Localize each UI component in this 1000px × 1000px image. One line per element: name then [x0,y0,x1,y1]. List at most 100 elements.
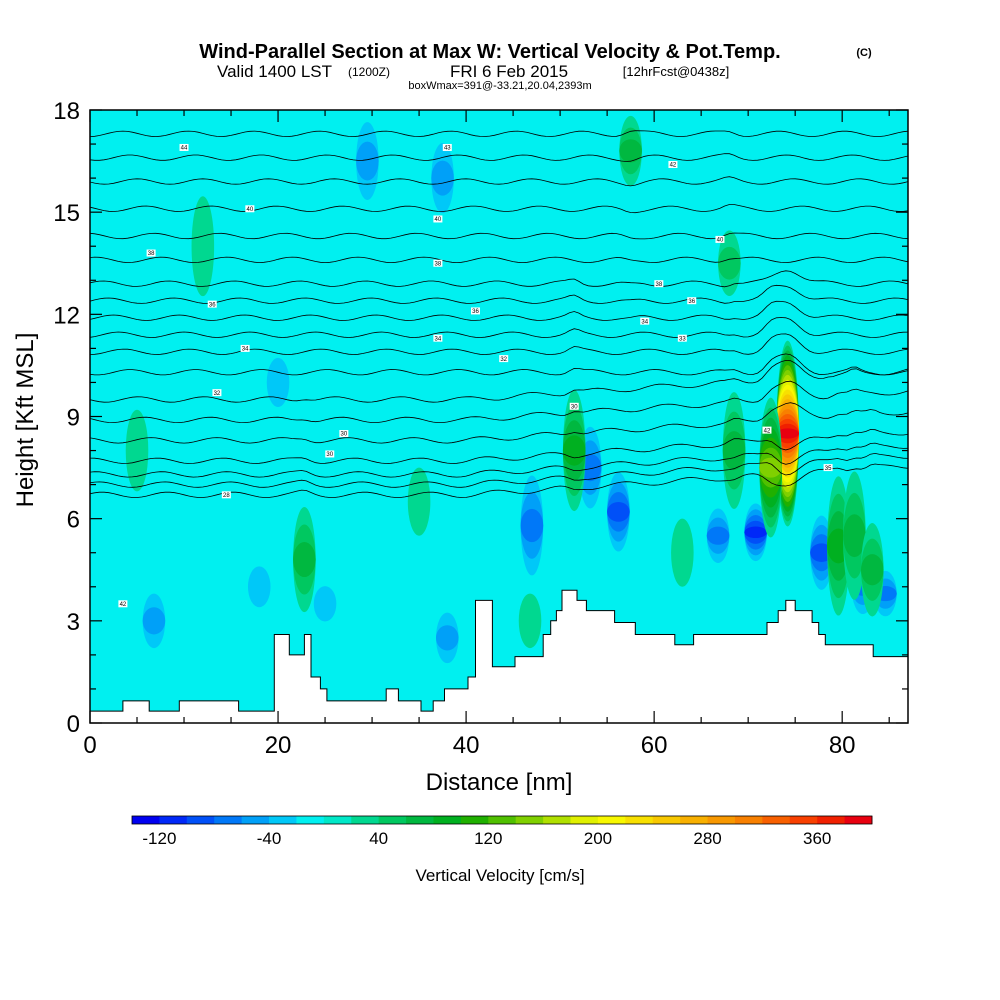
colorbar-swatch [844,816,873,824]
x-tick-label: 80 [829,732,856,759]
colorbar-tick-label: -120 [142,829,176,848]
colorbar-swatch [323,816,352,824]
updraft-cell-11 [125,409,149,492]
downdraft-band [266,357,290,407]
isentrope-3 [90,429,908,464]
colorbar-swatch [597,816,626,824]
contour-label-9: 36 [207,300,217,308]
contour-label-5: 38 [146,249,156,257]
colorbar-swatch [241,816,270,824]
contour-label-15: 33 [677,334,687,342]
colorbar-tick-label: 280 [693,829,721,848]
terrain [89,589,909,724]
contour-label-box [212,389,222,397]
y-tick-label: 12 [53,302,80,329]
contour-label-0: 44 [179,143,189,152]
contour-label-4: 40 [433,215,443,223]
contour-label-text: 28 [223,493,230,499]
colorbar-tick-label: 40 [369,829,388,848]
isentrope-8 [90,333,908,355]
contour-label-box [654,280,664,288]
downdraft-cell-1 [706,499,730,573]
contour-label-10: 36 [470,307,480,315]
downdraft-band [313,586,337,622]
contour-label-box [677,334,687,342]
isentrope-1 [90,452,908,488]
contour-label-text: 33 [679,336,686,342]
colorbar-swatch [488,816,517,824]
colorbar-swatch [186,816,215,824]
updraft-cell-12 [407,467,431,536]
colorbar-swatch [296,816,325,824]
contour-label-text: 30 [326,452,333,458]
downdraft-cell-14 [266,333,290,432]
updraft-cell-4 [293,506,316,613]
isentrope-17 [90,153,908,162]
y-tick-label: 0 [67,711,80,738]
contour-label-8: 38 [654,280,664,288]
updraft-cell-10 [191,196,215,297]
contour-label-3: 40 [245,205,255,213]
downdraft-band [607,501,630,522]
colorbar-swatch [159,816,188,824]
contour-label-14: 34 [433,334,443,342]
isentrope-9 [90,317,908,338]
contour-label-box [245,205,255,213]
downdraft-band [810,543,833,563]
contour-label-24: 42 [118,600,128,608]
contour-label-box [433,215,443,223]
contour-label-1: 43 [442,143,452,152]
updraft-band [776,428,799,439]
contour-label-11: 36 [687,297,697,305]
colorbar-swatch [378,816,407,824]
contour-label-box [325,450,335,458]
downdraft-band [431,160,454,196]
colorbar-swatch [433,816,462,824]
downdraft-cell-2 [607,462,630,562]
contour-label-text: 34 [641,319,648,325]
colorbar-swatch [460,816,489,824]
isentrope-16 [90,176,908,187]
colorbar-tick-label: 120 [474,829,502,848]
isentrope-13 [90,256,908,264]
isentrope-2 [90,442,908,478]
chart-title: Wind-Parallel Section at Max W: Vertical… [199,41,780,63]
updraft-cell-7 [860,523,884,617]
colorbar-frame [131,815,873,825]
contour-label-23: 28 [221,491,231,499]
colorbar-swatch [351,816,380,824]
contour-label-box [179,143,189,151]
subtitle-utc: (1200Z) [348,65,390,79]
contour-label-text: 36 [209,302,216,308]
colorbar-swatch [269,816,297,824]
x-tick-label: 20 [265,732,292,759]
subtitle-date: FRI 6 Feb 2015 [450,62,568,81]
y-tick-label: 9 [67,405,80,432]
isentrope-6 [90,359,908,403]
downdraft-cell-11 [436,599,459,676]
colorbar-swatch [570,816,599,824]
contour-label-box [118,600,128,608]
contour-label-box [470,307,480,315]
downdraft-band [706,526,730,545]
updraft-band [619,139,642,163]
contour-label-box [339,430,349,438]
isentrope-14 [90,232,908,240]
contour-label-text: 42 [670,163,677,169]
y-tick-label: 18 [53,98,80,125]
subtitle-box-wmax: boxWmax=391@-33.21,20.04,2393m [408,80,591,92]
updraft-cell-14 [518,593,542,649]
downdraft-band [356,141,379,181]
updraft-cell-9 [718,230,741,296]
contour-label-text: 36 [688,299,695,305]
contour-label-box [640,317,650,325]
updraft-band [191,196,215,297]
x-axis: 0 20 40 60 80 [83,110,890,759]
contour-label-box [823,464,833,472]
contour-label-18: 30 [569,402,579,410]
y-tick-label: 6 [67,507,80,534]
contour-label-text: 38 [655,282,662,288]
contour-label-box [499,355,509,363]
contour-label-box [762,426,772,434]
